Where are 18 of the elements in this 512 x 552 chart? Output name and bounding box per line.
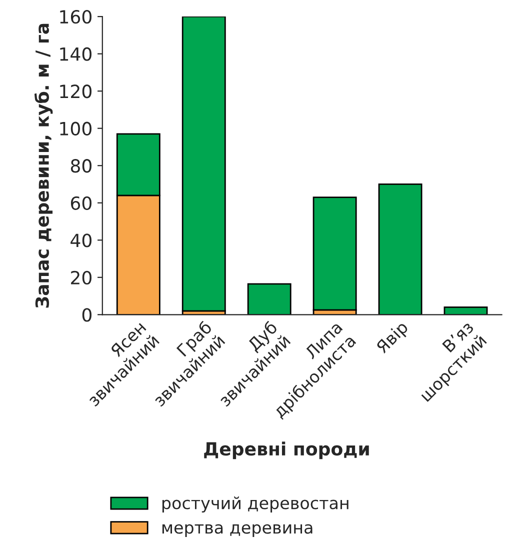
- y-tick-label: 60: [70, 196, 92, 210]
- y-axis-title: Запас деревини, куб. м / га: [34, 24, 53, 308]
- y-tick-label: 80: [70, 159, 92, 173]
- bar: [312, 196, 357, 311]
- bar: [378, 184, 422, 315]
- x-axis-title: Деревні породи: [204, 442, 369, 460]
- y-tick-label: 140: [60, 47, 92, 61]
- bar: [247, 283, 292, 315]
- y-tick-label: 0: [82, 308, 92, 322]
- bar: [182, 16, 226, 312]
- legend-label: ростучий деревостан: [162, 496, 348, 513]
- legend-label: мертва деревина: [162, 524, 312, 537]
- y-tick-label: 40: [70, 234, 92, 248]
- y-tick-label: 120: [60, 84, 92, 98]
- y-tick-label: 20: [71, 270, 92, 284]
- bar: [444, 306, 488, 315]
- y-tick-label: 160: [60, 10, 92, 24]
- y-tick-label: 100: [60, 122, 92, 136]
